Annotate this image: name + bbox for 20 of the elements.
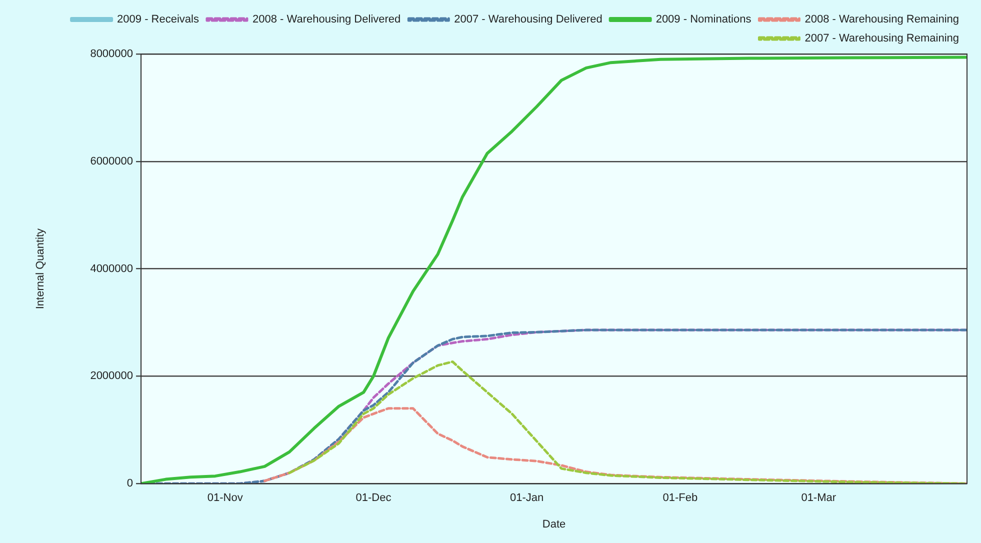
legend-label: 2009 - Nominations	[656, 14, 752, 26]
x-tick-label: 01-Nov	[207, 492, 244, 504]
x-tick-label: 01-Jan	[510, 492, 544, 504]
x-tick-label: 01-Dec	[356, 492, 392, 504]
y-tick-label: 2000000	[90, 370, 134, 382]
x-tick-label: 01-Feb	[662, 492, 698, 504]
legend-label: 2008 - Warehousing Remaining	[804, 14, 960, 26]
x-tick-label: 01-Mar	[801, 492, 836, 504]
x-axis-title: Date	[542, 518, 566, 530]
legend-label: 2009 - Receivals	[117, 14, 200, 26]
legend-label: 2008 - Warehousing Delivered	[252, 14, 401, 26]
line-series	[263, 407, 967, 484]
legend-label: 2007 - Warehousing Remaining	[804, 32, 960, 45]
y-tick-label: 6000000	[90, 155, 134, 168]
legend-label: 2007 - Warehousing Delivered	[454, 14, 602, 26]
line-series	[288, 360, 967, 484]
y-tick-label: 8000000	[90, 48, 134, 60]
y-axis-title: Internal Quantity	[34, 228, 47, 310]
y-tick-label: 4000000	[90, 262, 134, 275]
y-tick-label: 0	[126, 478, 134, 490]
